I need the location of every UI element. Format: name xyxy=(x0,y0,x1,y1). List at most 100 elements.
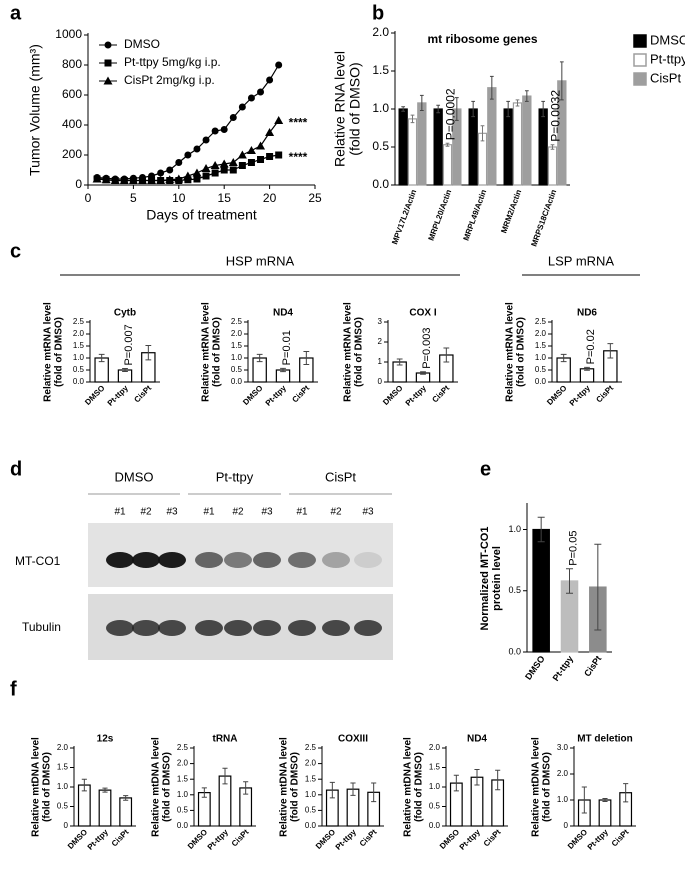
p-value: P=0.0002 xyxy=(444,88,458,140)
y-tick-label: 800 xyxy=(62,57,82,71)
y-tick-label: 2.0 xyxy=(231,329,243,338)
blot-band xyxy=(224,620,252,636)
x-tick-label: MRPS18C/Actin xyxy=(529,188,558,248)
marker xyxy=(274,116,284,124)
marker xyxy=(174,174,184,183)
x-axis-label: Days of treatment xyxy=(146,207,257,223)
y-tick-label: 2.5 xyxy=(535,317,547,326)
y-axis-label: (fold of DMSO) xyxy=(212,317,223,387)
x-tick-label: DMSO xyxy=(83,384,106,407)
error-bar xyxy=(436,104,441,114)
blot-band xyxy=(354,552,382,568)
y-tick-label: 1.5 xyxy=(305,774,317,783)
panel-letter: a xyxy=(10,2,22,24)
bar xyxy=(532,528,550,653)
error-bar xyxy=(410,114,415,124)
marker xyxy=(246,146,256,154)
error-bar xyxy=(559,61,564,101)
chart-title: ND6 xyxy=(577,308,597,319)
error-bar xyxy=(303,351,310,365)
x-tick-label: Pt-ttpy xyxy=(404,383,429,408)
marker xyxy=(266,76,274,84)
x-tick-label: CisPt xyxy=(358,827,379,848)
lane-label: #1 xyxy=(114,507,126,518)
error-bar xyxy=(541,100,546,118)
error-bar xyxy=(122,368,128,372)
y-axis-label: (fold of DMSO) xyxy=(42,752,53,822)
y-tick-label: 0.5 xyxy=(508,585,521,595)
legend-swatch xyxy=(633,72,647,86)
x-tick-label: Pt-ttpy xyxy=(106,383,131,408)
y-axis-label: (fold of DMSO) xyxy=(354,317,365,387)
x-tick-label: CisPt xyxy=(482,827,503,848)
y-tick-label: 0.0 xyxy=(535,377,547,386)
marker xyxy=(183,171,193,180)
error-bar xyxy=(123,795,129,801)
marker xyxy=(275,61,283,69)
chart-title: 12s xyxy=(97,734,114,745)
y-tick-label: 2.0 xyxy=(429,743,441,752)
y-tick-label: 1.0 xyxy=(177,790,189,799)
marker xyxy=(211,127,219,135)
error-bar xyxy=(623,783,629,803)
marker xyxy=(247,159,255,166)
y-axis-label: Relative mtRNA level xyxy=(201,302,212,402)
chart-title: ND4 xyxy=(273,308,293,319)
error-bar xyxy=(495,769,501,791)
marker xyxy=(165,175,175,184)
panel-letter: c xyxy=(10,240,21,262)
y-tick-label: 1.0 xyxy=(557,795,569,804)
marker xyxy=(219,159,229,168)
y-tick-label: 2.0 xyxy=(372,25,389,39)
error-bar xyxy=(474,768,480,786)
y-tick-label: 2.0 xyxy=(73,329,85,338)
error-bar xyxy=(350,782,356,796)
marker xyxy=(192,168,202,177)
lane-label: #2 xyxy=(232,507,244,518)
error-bar xyxy=(594,543,602,631)
legend-label: CisPt 2mg/kg i.p. xyxy=(124,73,215,87)
x-tick-label: 5 xyxy=(130,191,137,205)
x-tick-label: Pt-ttpy xyxy=(206,827,231,852)
x-tick-label: CisPt xyxy=(290,383,311,404)
row-label: Tubulin xyxy=(22,620,61,634)
y-axis-label: Normalized MT-CO1 xyxy=(479,527,491,631)
y-tick-label: 1.0 xyxy=(508,524,521,534)
bar xyxy=(433,108,443,186)
marker xyxy=(220,166,228,174)
marker xyxy=(128,176,138,184)
error-bar xyxy=(581,786,587,814)
marker xyxy=(229,114,237,121)
marker xyxy=(110,176,120,184)
error-bar xyxy=(445,142,450,147)
bar xyxy=(442,144,453,186)
group-label: DMSO xyxy=(115,469,154,484)
group-label: LSP mRNA xyxy=(548,253,615,268)
p-value: P=0.01 xyxy=(281,330,293,365)
y-tick-label: 1 xyxy=(378,357,383,366)
marker xyxy=(237,150,247,159)
blot-band xyxy=(322,620,350,636)
annotation: **** xyxy=(289,150,308,164)
y-axis-label: (fold of DMSO) xyxy=(542,752,553,822)
group-label: HSP mRNA xyxy=(226,253,295,268)
lane-label: #2 xyxy=(330,507,342,518)
error-bar xyxy=(524,90,529,102)
x-tick-label: DMSO xyxy=(523,654,547,682)
x-tick-label: Pt-ttpy xyxy=(458,827,483,852)
marker xyxy=(166,166,174,174)
bar xyxy=(503,108,513,186)
y-tick-label: 0.5 xyxy=(535,365,547,374)
blot-band xyxy=(195,620,223,636)
marker xyxy=(256,141,266,150)
lane-label: #3 xyxy=(362,507,374,518)
error-bar xyxy=(280,367,286,373)
error-bar xyxy=(243,781,249,795)
error-bar xyxy=(565,568,574,594)
legend-swatch xyxy=(633,34,647,48)
y-axis-label: (fold of DMSO) xyxy=(54,317,65,387)
legend-label: Pt-ttpy 5mg/kg i.p. xyxy=(124,55,221,69)
x-tick-label: 10 xyxy=(172,191,186,205)
lane-label: #1 xyxy=(296,507,308,518)
y-tick-label: 2.5 xyxy=(305,743,317,752)
